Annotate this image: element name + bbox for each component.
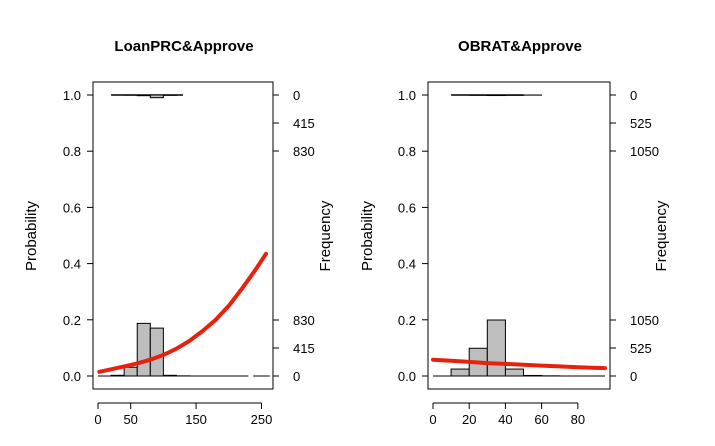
freq-tick-label: 830 [293,313,315,328]
x-tick-label: 150 [185,412,207,427]
freq-tick-label: 0 [293,88,300,103]
hist-bar-approve0 [110,374,125,377]
freq-tick-label: 830 [293,144,315,159]
y-tick-label: 0.2 [63,313,81,328]
y-tick-label: 1.0 [63,88,81,103]
panel-title: OBRAT&Approve [458,38,582,55]
y-tick-label: 0.6 [398,200,416,215]
y-tick-label: 0.8 [398,144,416,159]
hist-bar-approve0 [123,366,138,377]
x-tick-label: 250 [251,412,273,427]
y-axis-label-left: Probability [359,200,376,271]
fitted-probability-curve [431,357,607,371]
freq-tick-label: 415 [293,341,315,356]
panel-obrat: OBRAT&Approve Probability Frequency 0.00… [359,38,670,427]
x-tick-label: 0 [94,412,101,427]
x-tick-label: 0 [429,412,436,427]
hist-bar-approve1 [486,94,506,97]
hist-bar-approve0 [523,374,543,377]
freq-tick-label: 0 [293,369,300,384]
x-tick-label: 40 [498,412,512,427]
freq-tick-label: 525 [630,341,652,356]
x-tick-label: 80 [571,412,585,427]
y-axis-label-left: Probability [23,200,40,271]
y-tick-label: 0.0 [63,369,81,384]
freq-tick-label: 415 [293,116,315,131]
x-tick-label: 20 [462,412,476,427]
hist-bar-approve0 [136,322,151,377]
x-tick-label: 50 [123,412,137,427]
freq-tick-label: 0 [630,88,637,103]
y-axis-label-right: Frequency [317,200,334,271]
hist-bar-approve1 [149,94,164,99]
hist-bar-approve0 [149,327,164,377]
freq-tick-label: 1050 [630,144,659,159]
panel-title: LoanPRC&Approve [114,38,253,55]
y-tick-label: 0.0 [398,369,416,384]
y-tick-label: 0.8 [63,144,81,159]
y-tick-label: 1.0 [398,88,416,103]
y-tick-label: 0.4 [63,257,81,272]
panel-loanprc: LoanPRC&Approve Probability Frequency 0.… [23,38,334,427]
hist-bar-approve0 [162,374,177,377]
plot-area: 0.0 0.2 0.4 0.6 0.8 1.0 0 20 40 60 80 0 525 1050 0 525 1… [398,81,659,427]
hist-bar-approve0 [504,368,525,377]
plot-area: 0.0 0.2 0.4 0.6 0.8 1.0 0 50 150 250 0 415 830 0 415 83… [63,81,315,427]
y-tick-label: 0.6 [63,200,81,215]
fitted-probability-curve [97,251,268,374]
y-axis-label-right: Frequency [653,200,670,271]
x-tick-label: 60 [534,412,548,427]
hist-bar-approve0 [450,368,470,377]
freq-tick-label: 0 [630,369,637,384]
plot-frame [427,81,611,390]
hist-bar-approve0 [486,319,506,377]
y-tick-label: 0.4 [398,257,416,272]
hist-bar-approve1 [136,94,151,97]
plot-frame [92,81,274,390]
freq-tick-label: 525 [630,116,652,131]
y-tick-label: 0.2 [398,313,416,328]
freq-tick-label: 1050 [630,313,659,328]
